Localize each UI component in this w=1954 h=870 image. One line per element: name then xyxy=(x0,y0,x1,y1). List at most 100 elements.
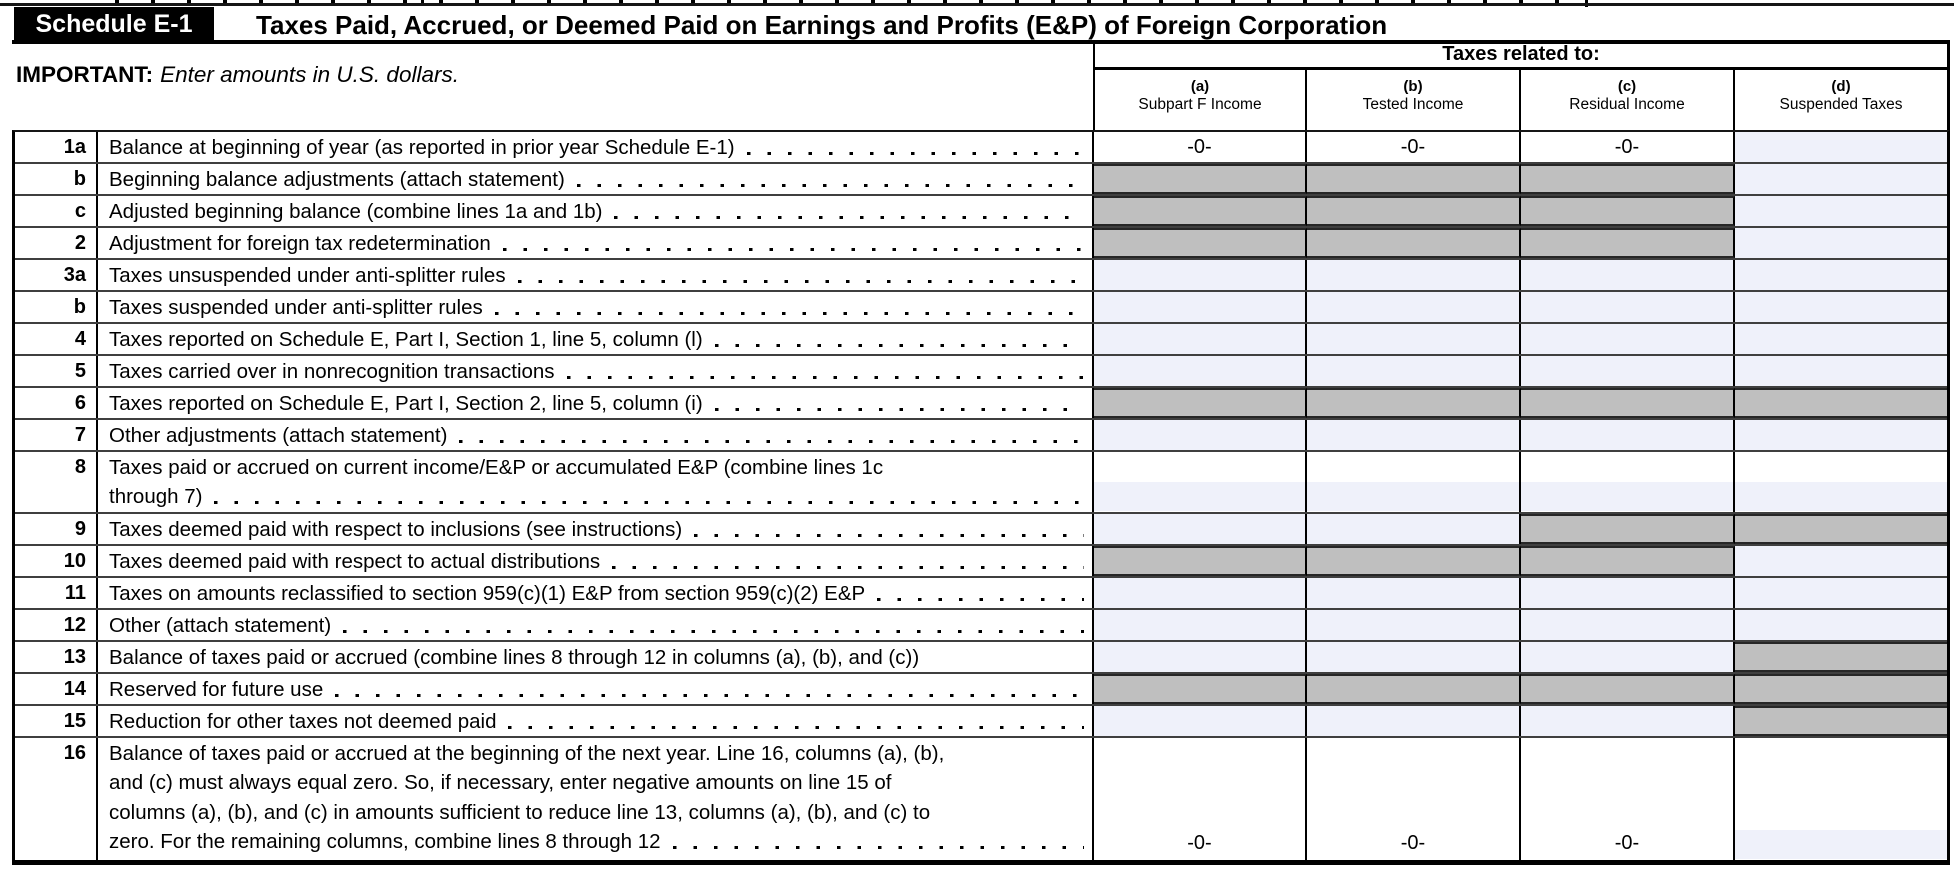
cell-b-input-field[interactable] xyxy=(1307,706,1521,736)
table-row: 11 Taxes on amounts reclassified to secti… xyxy=(15,578,1947,610)
cell-b-input-field[interactable] xyxy=(1307,420,1521,450)
cell-a-input-field[interactable] xyxy=(1094,292,1307,322)
cell-d-input-field[interactable] xyxy=(1735,610,1947,640)
dotted-leader xyxy=(517,279,1084,283)
cell-c-input-field[interactable] xyxy=(1521,452,1735,512)
cell-d-input-field[interactable] xyxy=(1735,420,1947,450)
cell-c-input-field[interactable] xyxy=(1521,420,1735,450)
cell-b-input-field[interactable] xyxy=(1307,356,1521,386)
cell-d-input-field[interactable] xyxy=(1735,132,1947,162)
input-field-strip[interactable] xyxy=(1094,482,1305,511)
cell-a-input-field[interactable] xyxy=(1094,452,1307,512)
cell-c-input-field[interactable] xyxy=(1521,260,1735,290)
cell-a-input-field[interactable] xyxy=(1094,706,1307,736)
table-row: c Adjusted beginning balance (combine lin… xyxy=(15,196,1947,228)
cell-b-value: -0- xyxy=(1307,738,1521,860)
cell-c-value: -0- xyxy=(1521,132,1735,162)
line-description: Taxes deemed paid with respect to actual… xyxy=(98,546,1094,576)
input-field-strip[interactable] xyxy=(1735,482,1947,511)
input-field-strip[interactable] xyxy=(1521,482,1733,511)
line-number: 6 xyxy=(15,388,98,418)
important-text: Enter amounts in U.S. dollars. xyxy=(160,62,459,87)
cell-a-input-field[interactable] xyxy=(1094,642,1307,672)
column-title-c: Residual Income xyxy=(1569,96,1685,113)
table-row: 15 Reduction for other taxes not deemed p… xyxy=(15,706,1947,738)
cell-d-input-field[interactable] xyxy=(1735,260,1947,290)
cell-a-value: -0- xyxy=(1094,738,1307,860)
cell-c-input-field[interactable] xyxy=(1521,324,1735,354)
line-number: 10 xyxy=(15,546,98,576)
cell-d-input-field[interactable] xyxy=(1735,578,1947,608)
table-row: 7 Other adjustments (attach statement) xyxy=(15,420,1947,452)
line-number: 2 xyxy=(15,228,98,258)
line-number: b xyxy=(15,292,98,322)
cell-b-blocked xyxy=(1307,546,1521,576)
cell-b-input-field[interactable] xyxy=(1307,578,1521,608)
cell-d-blocked xyxy=(1735,706,1947,736)
cell-b-input-field[interactable] xyxy=(1307,610,1521,640)
cell-d-blocked xyxy=(1735,388,1947,418)
cell-a-input-field[interactable] xyxy=(1094,610,1307,640)
line-number: 14 xyxy=(15,674,98,704)
cell-a-blocked xyxy=(1094,164,1307,194)
line-number: 16 xyxy=(15,738,98,860)
cell-b-input-field[interactable] xyxy=(1307,260,1521,290)
cell-c-input-field[interactable] xyxy=(1521,578,1735,608)
schedule-label-badge: Schedule E-1 xyxy=(14,7,214,41)
table-row: 6 Taxes reported on Schedule E, Part I, S… xyxy=(15,388,1947,420)
dotted-leader xyxy=(508,725,1084,729)
table-row: 3a Taxes unsuspended under anti-splitter … xyxy=(15,260,1947,292)
cell-b-input-field[interactable] xyxy=(1307,514,1521,544)
cell-b-input-field[interactable] xyxy=(1307,452,1521,512)
cell-b-blocked xyxy=(1307,674,1521,704)
line-number: 5 xyxy=(15,356,98,386)
cell-c-input-field[interactable] xyxy=(1521,642,1735,672)
cell-d-input-field[interactable] xyxy=(1735,292,1947,322)
schedule-header-bar: Schedule E-1 Taxes Paid, Accrued, or Dee… xyxy=(12,7,1950,41)
cell-a-input-field[interactable] xyxy=(1094,324,1307,354)
cell-a-blocked xyxy=(1094,388,1307,418)
dotted-leader xyxy=(614,215,1084,219)
table-row: 9 Taxes deemed paid with respect to inclu… xyxy=(15,514,1947,546)
cell-c-input-field[interactable] xyxy=(1521,356,1735,386)
cell-b-input-field[interactable] xyxy=(1307,324,1521,354)
cell-d-input-field[interactable] xyxy=(1735,738,1947,860)
cell-c-blocked xyxy=(1521,514,1735,544)
column-header-d: (d) Suspended Taxes xyxy=(1735,70,1947,130)
table-row: b Beginning balance adjustments (attach s… xyxy=(15,164,1947,196)
cell-c-input-field[interactable] xyxy=(1521,292,1735,322)
cell-a-input-field[interactable] xyxy=(1094,514,1307,544)
line-description: Taxes carried over in nonrecognition tra… xyxy=(98,356,1094,386)
dotted-leader xyxy=(714,407,1084,411)
input-field-strip[interactable] xyxy=(1735,830,1947,859)
cell-a-value: -0- xyxy=(1094,132,1307,162)
cell-c-input-field[interactable] xyxy=(1521,706,1735,736)
cell-a-blocked xyxy=(1094,228,1307,258)
cell-a-input-field[interactable] xyxy=(1094,356,1307,386)
line-number: 15 xyxy=(15,706,98,736)
column-title-b: Tested Income xyxy=(1362,96,1464,113)
cell-d-input-field[interactable] xyxy=(1735,546,1947,576)
cell-d-input-field[interactable] xyxy=(1735,228,1947,258)
cell-a-blocked xyxy=(1094,546,1307,576)
line-number: 9 xyxy=(15,514,98,544)
cell-c-input-field[interactable] xyxy=(1521,610,1735,640)
dotted-leader xyxy=(459,439,1084,443)
cell-d-input-field[interactable] xyxy=(1735,196,1947,226)
cell-d-input-field[interactable] xyxy=(1735,452,1947,512)
cell-b-input-field[interactable] xyxy=(1307,642,1521,672)
cell-a-input-field[interactable] xyxy=(1094,420,1307,450)
line-description: Beginning balance adjustments (attach st… xyxy=(98,164,1094,194)
schedule-table: 1a Balance at beginning of year (as repor… xyxy=(12,130,1950,865)
input-field-strip[interactable] xyxy=(1307,482,1519,511)
cell-d-input-field[interactable] xyxy=(1735,356,1947,386)
cell-a-input-field[interactable] xyxy=(1094,578,1307,608)
table-row: 5 Taxes carried over in nonrecognition tr… xyxy=(15,356,1947,388)
line-number: 12 xyxy=(15,610,98,640)
line-description: Reduction for other taxes not deemed pai… xyxy=(98,706,1094,736)
cell-b-input-field[interactable] xyxy=(1307,292,1521,322)
cell-d-input-field[interactable] xyxy=(1735,164,1947,194)
cell-a-input-field[interactable] xyxy=(1094,260,1307,290)
cell-d-input-field[interactable] xyxy=(1735,324,1947,354)
